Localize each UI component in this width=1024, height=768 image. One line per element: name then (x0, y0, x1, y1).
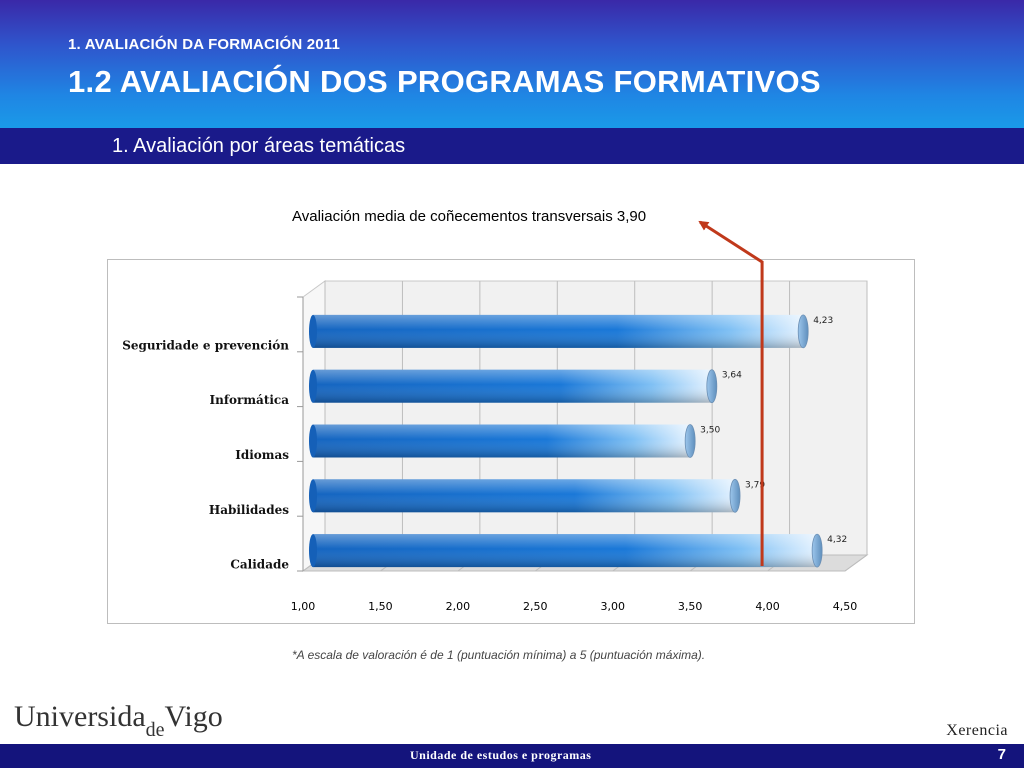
university-logo: UniversidadeVigo (14, 700, 223, 741)
average-note: Avaliación media de coñecementos transve… (292, 208, 647, 225)
bar-start-cap (309, 314, 317, 348)
x-tick-label: 4,00 (755, 600, 780, 613)
scale-footnote: *A escala de valoración é de 1 (puntuaci… (292, 648, 706, 662)
bar-start-cap (309, 369, 317, 403)
x-tick-label: 1,00 (291, 600, 316, 613)
bar-value-label: 3,79 (745, 480, 765, 490)
footer-bar: Unidade de estudos e programas 7 (0, 744, 1024, 768)
bar-start-cap (309, 534, 317, 568)
logo-text-right: Vigo (164, 700, 223, 733)
xerencia-label: Xerencia (946, 722, 1008, 739)
unit-name: Unidade de estudos e programas (410, 748, 592, 762)
x-tick-label: 3,00 (600, 600, 625, 613)
bar-value-label: 4,23 (813, 316, 833, 326)
bar-end-cap (729, 478, 741, 513)
category-label: Seguridade e prevención (122, 338, 289, 352)
bar-value-label: 4,32 (827, 535, 847, 545)
x-tick-label: 2,50 (523, 600, 548, 613)
bar-value-label: 3,50 (700, 426, 720, 436)
bar-end-cap (797, 314, 809, 349)
bar-shading (313, 369, 712, 403)
x-tick-label: 4,50 (833, 600, 858, 613)
category-label: Calidade (230, 558, 289, 572)
x-tick-label: 1,50 (368, 600, 393, 613)
bar-shading (313, 424, 691, 458)
bar-end-cap (811, 533, 823, 568)
section-subtitle: 1. Avaliación por áreas temáticas (112, 135, 406, 157)
bar-end-cap (706, 369, 718, 404)
section-supertitle: 1. AVALIACIÓN DA FORMACIÓN 2011 (68, 36, 341, 53)
page-number: 7 (997, 746, 1006, 763)
page-title: 1.2 AVALIACIÓN DOS PROGRAMAS FORMATIVOS (68, 64, 821, 99)
floor-gridline (844, 554, 868, 572)
bar-shading (313, 479, 736, 513)
x-tick-label: 3,50 (678, 600, 703, 613)
header-banner: 1. AVALIACIÓN DA FORMACIÓN 2011 1.2 AVAL… (0, 0, 1024, 128)
category-label: Informática (210, 393, 290, 407)
bar-value-label: 3,64 (722, 371, 742, 381)
category-label: Idiomas (235, 448, 289, 462)
x-tick-label: 2,00 (446, 600, 471, 613)
logo-text-de: de (145, 719, 165, 741)
bar-start-cap (309, 424, 317, 458)
subtitle-bar: 1. Avaliación por áreas temáticas (0, 128, 1024, 164)
category-label: Habilidades (209, 503, 289, 517)
bar-shading (313, 314, 804, 348)
bar-start-cap (309, 479, 317, 513)
average-reference-line (698, 220, 764, 566)
logo-text-left: Universida (14, 700, 146, 733)
bar-shading (313, 534, 818, 568)
bar-end-cap (684, 424, 696, 458)
